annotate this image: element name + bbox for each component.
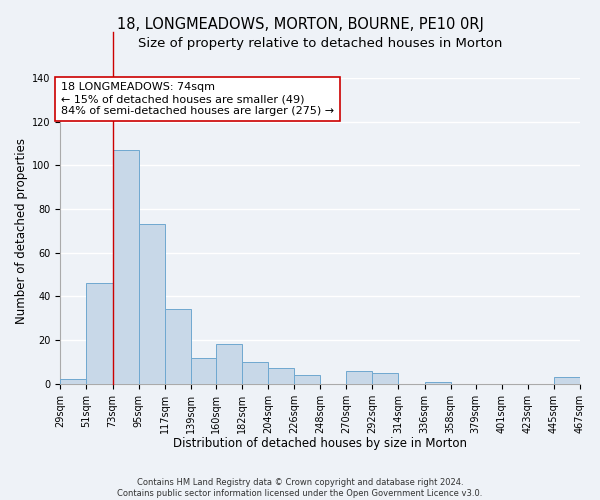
Bar bbox=[165, 310, 191, 384]
Bar bbox=[554, 377, 580, 384]
Text: 18, LONGMEADOWS, MORTON, BOURNE, PE10 0RJ: 18, LONGMEADOWS, MORTON, BOURNE, PE10 0R… bbox=[116, 18, 484, 32]
Bar bbox=[113, 150, 139, 384]
Y-axis label: Number of detached properties: Number of detached properties bbox=[15, 138, 28, 324]
Text: Contains HM Land Registry data © Crown copyright and database right 2024.
Contai: Contains HM Land Registry data © Crown c… bbox=[118, 478, 482, 498]
Bar bbox=[242, 362, 268, 384]
Bar bbox=[346, 370, 373, 384]
Bar bbox=[216, 344, 242, 384]
Bar bbox=[61, 380, 86, 384]
Bar bbox=[86, 284, 113, 384]
Bar bbox=[139, 224, 165, 384]
Bar bbox=[191, 358, 216, 384]
Bar bbox=[294, 375, 320, 384]
Title: Size of property relative to detached houses in Morton: Size of property relative to detached ho… bbox=[138, 38, 502, 51]
Bar bbox=[373, 373, 398, 384]
Text: 18 LONGMEADOWS: 74sqm
← 15% of detached houses are smaller (49)
84% of semi-deta: 18 LONGMEADOWS: 74sqm ← 15% of detached … bbox=[61, 82, 334, 116]
X-axis label: Distribution of detached houses by size in Morton: Distribution of detached houses by size … bbox=[173, 437, 467, 450]
Bar bbox=[425, 382, 451, 384]
Bar bbox=[268, 368, 294, 384]
